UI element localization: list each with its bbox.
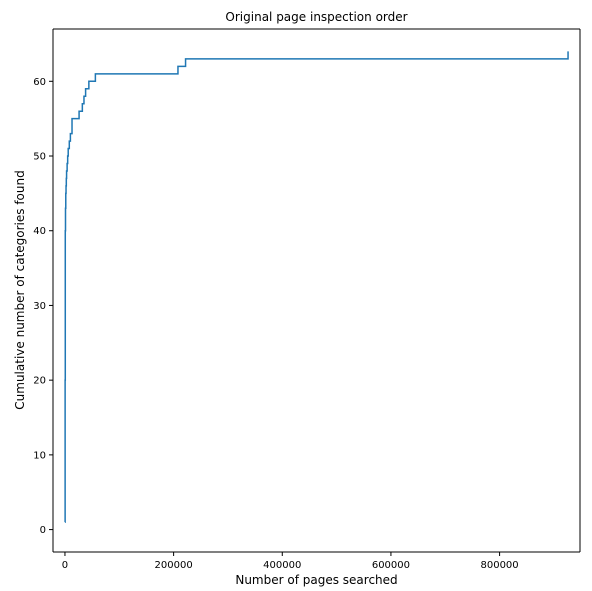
x-tick-label: 800000	[480, 560, 518, 571]
y-tick-label: 60	[33, 77, 46, 88]
y-axis-label: Cumulative number of categories found	[13, 170, 27, 409]
chart-title: Original page inspection order	[225, 10, 407, 24]
y-tick-label: 50	[33, 152, 46, 163]
x-ticks: 0 200000 400000 600000 800000	[62, 552, 519, 571]
x-tick-label: 400000	[263, 560, 301, 571]
x-tick-label: 600000	[372, 560, 410, 571]
y-tick-label: 40	[33, 226, 46, 237]
plot-area	[53, 29, 580, 552]
axes-layer	[52, 28, 581, 553]
y-ticks: 0 10 20 30 40 50 60	[33, 77, 53, 536]
y-tick-label: 30	[33, 301, 46, 312]
x-axis-label: Number of pages searched	[235, 573, 397, 587]
series-line-0	[64, 51, 569, 523]
series-layer	[64, 51, 569, 523]
y-tick-label: 20	[33, 376, 46, 387]
x-tick-label: 0	[62, 560, 68, 571]
x-tick-label: 200000	[155, 560, 193, 571]
y-tick-label: 10	[33, 450, 46, 461]
y-tick-label: 0	[40, 525, 46, 536]
